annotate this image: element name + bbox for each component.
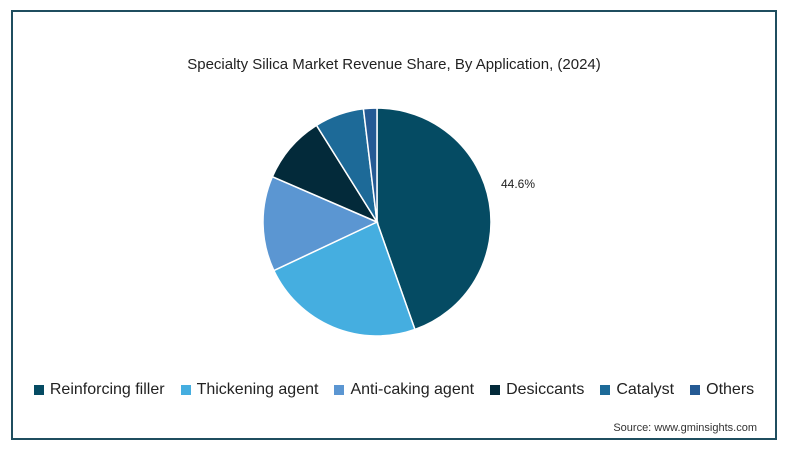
pie-slice-anti-caking-agent xyxy=(262,175,379,272)
legend-swatch xyxy=(490,385,501,395)
legend-item-catalyst: Catalyst xyxy=(600,381,674,399)
legend-item-reinforcing-filler: Reinforcing filler xyxy=(33,381,165,399)
legend-swatch xyxy=(334,385,345,395)
data-label-reinforcing-filler: 44.6% xyxy=(501,177,535,191)
legend-item-anti-caking-agent: Anti-caking agent xyxy=(334,381,474,399)
legend-label: Catalyst xyxy=(616,381,675,398)
legend-item-thickening-agent: Thickening agent xyxy=(180,381,319,399)
legend-swatch xyxy=(600,385,611,395)
legend-swatch xyxy=(180,385,191,395)
legend-item-desiccants: Desiccants xyxy=(490,381,584,399)
legend-item-others: Others xyxy=(690,381,754,399)
legend-swatch xyxy=(33,385,44,395)
pie-slice-reinforcing-filler xyxy=(376,107,492,331)
pie-slice-others xyxy=(362,107,378,223)
legend-label: Others xyxy=(706,381,755,398)
legend-label: Reinforcing filler xyxy=(49,381,165,398)
chart-legend: Reinforcing filler Thickening agent Anti-c… xyxy=(13,381,775,399)
source-note: Source: www.gminsights.com xyxy=(613,422,757,434)
chart-frame: Specialty Silica Market Revenue Share, B… xyxy=(11,10,777,440)
legend-swatch xyxy=(690,385,701,395)
chart-title: Specialty Silica Market Revenue Share, B… xyxy=(187,56,601,73)
legend-label: Desiccants xyxy=(506,381,585,398)
pie-chart: 44.6% xyxy=(262,107,535,337)
legend-label: Thickening agent xyxy=(196,381,319,398)
legend-label: Anti-caking agent xyxy=(350,381,475,398)
pie-slice-thickening-agent xyxy=(272,220,416,337)
